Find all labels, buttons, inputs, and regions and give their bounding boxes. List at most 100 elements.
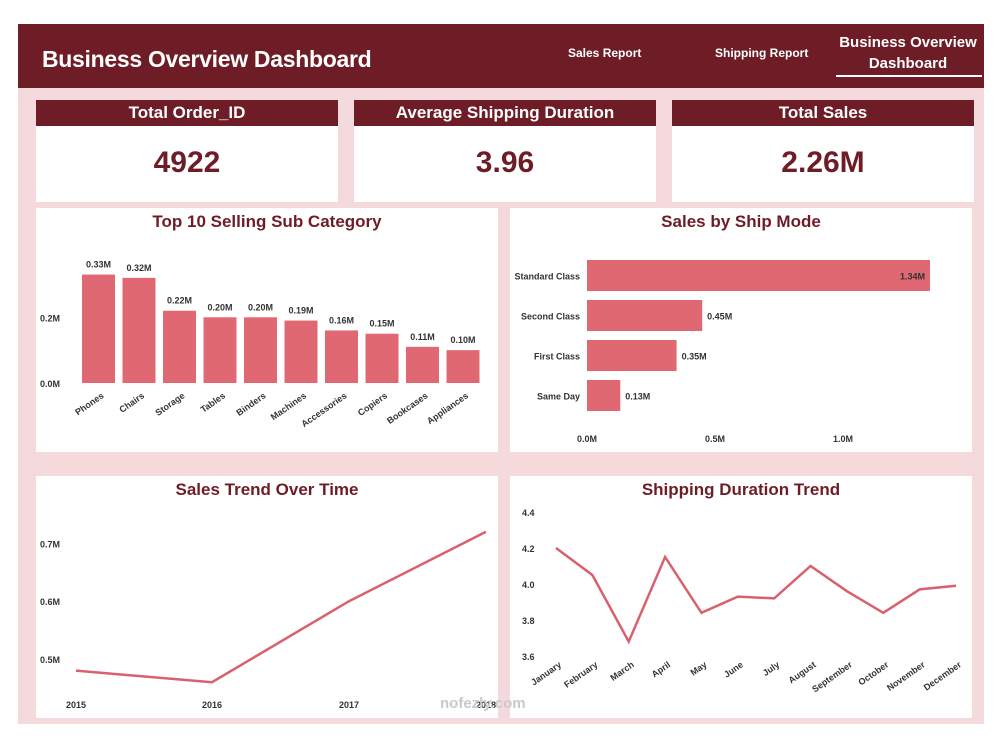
data-label: 0.20M (207, 302, 232, 312)
x-tick-label: 1.0M (833, 434, 853, 444)
kpi-value: 2.26M (781, 146, 865, 179)
data-label: 1.34M (900, 272, 925, 282)
x-tick-label: July (761, 659, 781, 678)
x-tick-label: January (529, 659, 563, 687)
watermark: nofezly.com (440, 695, 526, 712)
x-tick-label: Bookcases (385, 390, 430, 425)
y-tick-label: 0.2M (40, 313, 60, 323)
bar-copiers (365, 333, 399, 383)
page-title: Business Overview Dashboard (42, 46, 372, 72)
data-label: 0.35M (682, 352, 707, 362)
x-tick-label: April (650, 659, 673, 679)
kpi-card-total-orders: Total Order_ID 4922 (36, 100, 338, 202)
data-label: 0.10M (450, 335, 475, 345)
data-label: 0.13M (625, 392, 650, 402)
panel-sales-trend: Sales Trend Over Time 0.5M 0.6M 0.7M 2015 20… (36, 476, 498, 718)
y-tick-label: 0.6M (40, 597, 60, 607)
y-tick-label: 0.5M (40, 655, 60, 665)
x-tick-label: September (810, 659, 854, 694)
x-tick-label: Appliances (425, 390, 470, 426)
y-tick-label: 4.0 (522, 580, 535, 590)
data-label: 0.33M (86, 260, 111, 270)
y-tick-label: 0.0M (40, 379, 60, 389)
panel-shipping-duration-trend: Shipping Duration Trend 3.6 3.8 4.0 4.2 4.4 J… (510, 476, 972, 718)
bar-appliances (446, 350, 480, 383)
x-tick-label: November (885, 659, 927, 693)
x-tick-label: Binders (234, 390, 267, 417)
kpi-label: Average Shipping Duration (354, 100, 656, 126)
data-label: 0.45M (707, 312, 732, 322)
bar-machines (284, 320, 318, 383)
kpi-value: 3.96 (475, 146, 535, 179)
panel-sales-by-ship-mode: Sales by Ship Mode Standard Class 1.34M Se… (510, 208, 972, 452)
x-tick-label: August (787, 659, 818, 685)
chart-sales-by-ship-mode: Standard Class 1.34M Second Class 0.45M Firs… (514, 260, 930, 444)
bar-phones (82, 274, 115, 383)
bar-first-class (587, 340, 677, 371)
bar-same-day (587, 380, 621, 411)
y-tick-label: First Class (534, 352, 580, 362)
x-tick-label: Chairs (117, 390, 146, 414)
nav-shipping-report[interactable]: Shipping Report (715, 46, 809, 60)
x-tick-label: Accessories (299, 390, 348, 429)
nav-business-overview-line1: Business Overview (839, 34, 977, 51)
bar-second-class (587, 300, 703, 331)
chart-top-subcategories: 0.0M 0.2M 0.33M Phones 0.32M Chairs 0.22M Stora… (40, 260, 480, 429)
x-tick-label: 0.5M (705, 434, 725, 444)
data-label: 0.16M (329, 315, 354, 325)
x-tick-label: Phones (73, 390, 105, 417)
x-tick-label: February (562, 659, 599, 689)
bar-standard-class (587, 260, 930, 291)
x-tick-label: 2015 (66, 700, 86, 710)
data-label: 0.11M (410, 332, 435, 342)
nav-business-overview-line2: Dashboard (868, 55, 948, 72)
panel-top-subcategories: Top 10 Selling Sub Category 0.0M 0.2M 0.33… (36, 208, 498, 452)
x-tick-label: 2018 (476, 700, 496, 710)
data-label: 0.15M (369, 319, 394, 329)
bar-bookcases (406, 346, 439, 383)
nav-active-underline (836, 75, 982, 77)
kpi-label: Total Sales (672, 100, 974, 126)
y-tick-label: 3.6 (522, 652, 535, 662)
x-tick-label: March (608, 659, 635, 682)
dashboard-header: Business Overview Dashboard Sales Report… (18, 24, 984, 88)
x-tick-label: 2017 (339, 700, 359, 710)
x-tick-label: Copiers (356, 390, 389, 417)
data-label: 0.20M (248, 302, 273, 312)
bar-storage (163, 310, 196, 383)
x-tick-label: Machines (269, 390, 308, 422)
bar-binders (244, 317, 277, 383)
x-tick-label: Tables (199, 390, 228, 414)
chart-title: Sales by Ship Mode (661, 212, 821, 231)
y-tick-label: 0.7M (40, 539, 60, 549)
chart-sales-trend: 0.5M 0.6M 0.7M 2015 2016 2017 2018 (40, 530, 496, 710)
x-tick-label: 2016 (202, 700, 222, 710)
y-tick-label: Same Day (537, 392, 580, 402)
x-tick-label: May (689, 659, 709, 677)
x-tick-label: June (722, 659, 745, 679)
chart-title: Top 10 Selling Sub Category (152, 212, 382, 231)
shipping-duration-line (555, 546, 957, 645)
chart-title: Sales Trend Over Time (175, 480, 359, 499)
chart-title: Shipping Duration Trend (641, 480, 841, 499)
data-label: 0.22M (167, 296, 192, 306)
y-tick-label: Second Class (521, 312, 580, 322)
kpi-label: Total Order_ID (36, 100, 338, 126)
y-tick-label: 3.8 (522, 616, 535, 626)
nav-sales-report[interactable]: Sales Report (568, 46, 642, 60)
data-label: 0.32M (126, 263, 151, 273)
x-tick-label: December (922, 659, 964, 692)
nav-business-overview[interactable]: Business Overview Dashboard (838, 32, 978, 74)
sales-trend-line (75, 530, 487, 684)
x-tick-label: Storage (153, 390, 186, 417)
y-tick-label: 4.4 (522, 508, 535, 518)
bar-tables (203, 317, 237, 383)
y-tick-label: Standard Class (514, 272, 580, 282)
y-tick-label: 4.2 (522, 544, 535, 554)
kpi-card-total-sales: Total Sales 2.26M (672, 100, 974, 202)
x-tick-label: 0.0M (577, 434, 597, 444)
data-label: 0.19M (288, 306, 313, 316)
bar-accessories (325, 330, 358, 383)
kpi-value: 4922 (153, 146, 221, 179)
bar-chairs (122, 277, 156, 383)
